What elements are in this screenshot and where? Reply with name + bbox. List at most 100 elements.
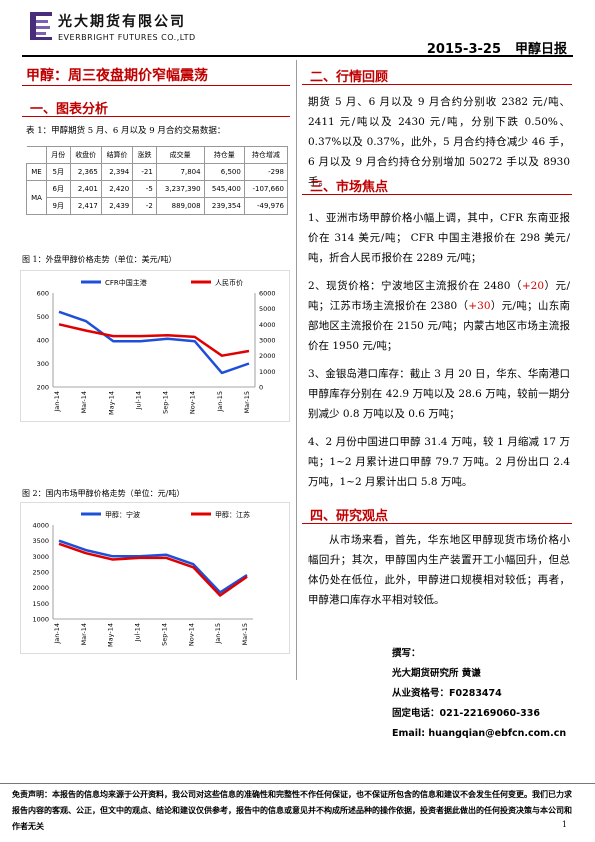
y-tick-label: 2500: [32, 569, 49, 577]
x-tick-label: Jan-14: [53, 623, 61, 645]
section2-rule: [302, 84, 572, 85]
section2-title: 二、行情回顾: [310, 70, 389, 85]
y-tick-label-right: 1000: [259, 368, 276, 376]
chart-domestic-methanol: 甲醇：宁波 甲醇：江苏 1000 1500 2000 2500 3000 3500 4000 Ja…: [20, 502, 290, 654]
table-header: 月份: [45, 146, 71, 164]
y-tick-label-right: 5000: [259, 305, 276, 313]
table-caption: 表 1：甲醇期货 5 月、6 月以及 9 月合约交易数据：: [26, 126, 226, 136]
price-change-up: +20: [521, 280, 545, 292]
disclaimer: 免责声明：本报告的信息均来源于公开资料，我公司对这些信息的准确性和完整性不作任何…: [12, 790, 572, 831]
oi-change-cell: -49,976: [243, 197, 289, 215]
x-tick-label: Mar-15: [243, 391, 251, 413]
y-tick-label-right: 6000: [259, 290, 276, 298]
signature-label: 撰写：: [392, 648, 421, 659]
x-tick-label: Sep-14: [162, 391, 170, 414]
oi-change-cell: -107,660: [243, 180, 289, 198]
footer-rule: [0, 783, 595, 784]
table-header: 涨跌: [132, 146, 157, 164]
x-tick-label: Nov-14: [187, 623, 195, 646]
focus-point-4: 4、2 月份中国进口甲醇 31.4 万吨，较 1 月缩减 17 万吨；1~2 月…: [308, 436, 570, 488]
oi-cell: 545,400: [203, 180, 245, 198]
company-logo: [30, 12, 52, 40]
y-tick-label-right: 4000: [259, 321, 276, 329]
month-cell: 9月: [45, 197, 71, 215]
series-line: [58, 542, 248, 597]
trading-data-table: 月份 收盘价 结算价 涨跌 成交量 持仓量 持仓增减 ME 5月 2,365 2…: [26, 146, 289, 215]
report-date: 2015-3-25: [426, 42, 501, 57]
y-tick-label-right: 0: [259, 384, 263, 392]
chart-external-methanol: CFR中国主港 人民币价20030040050060001000200030004…: [20, 270, 290, 422]
focus-point-2: 2、现货价格：宁波地区主流报价在 2480（+20）元/吨；江苏市场主流报价在 …: [308, 276, 570, 356]
y-tick-label: 600: [37, 290, 49, 298]
x-tick-label: May-14: [107, 391, 115, 415]
signature-phone: 固定电话：021-22169060-336: [392, 708, 540, 719]
y-tick-label: 200: [37, 384, 49, 392]
x-tick-label: Mar-15: [241, 623, 249, 645]
close-cell: 2,365: [69, 163, 102, 181]
focus-point-2-text: 2、现货价格：宁波地区主流报价在 2480（: [308, 280, 522, 292]
research-view-text: 从市场来看，首先，华东地区甲醇现货市场价格小幅回升；其次，甲醇国内生产装置开工小…: [308, 534, 570, 606]
y-tick-label: 500: [37, 313, 49, 321]
exchange-cell: MA: [26, 180, 47, 215]
x-tick-label: Jan-14: [53, 391, 61, 413]
change-cell: -21: [132, 163, 157, 181]
oi-cell: 6,500: [203, 163, 245, 181]
x-tick-label: Jan-15: [214, 623, 222, 645]
close-cell: 2,417: [69, 197, 102, 215]
x-tick-label: Jul-14: [134, 623, 142, 642]
focus-point-2-text: ）元/吨；山东南部地区主流报价在 2150 元/吨；内蒙古地区市场主流报价在 1…: [308, 300, 570, 352]
table-header: 收盘价: [69, 146, 102, 164]
volume-cell: 3,237,390: [155, 180, 205, 198]
legend-label: 甲醇：宁波: [105, 510, 140, 519]
focus-point-2-text: ）元/吨；江苏市场主流报价在 2380（: [308, 280, 570, 312]
month-cell: 6月: [45, 180, 71, 198]
x-tick-label: Sep-14: [160, 623, 168, 646]
table-header: 持仓增减: [243, 146, 289, 164]
column-divider: [296, 60, 297, 680]
legend-label: 人民币价: [215, 279, 243, 287]
oi-change-cell: -298: [243, 163, 289, 181]
y-tick-label: 4000: [32, 522, 49, 530]
section4-rule: [302, 523, 572, 524]
y-tick-label: 3500: [32, 537, 49, 545]
change-cell: -5: [132, 180, 157, 198]
signature-email: Email: huangqian@ebfcn.com.cn: [392, 728, 567, 739]
change-cell: -2: [132, 197, 157, 215]
series-line: [58, 310, 250, 375]
y-tick-label-right: 3000: [259, 337, 276, 345]
fig1-caption: 图 1：外盘甲醇价格走势（单位：美元/吨）: [22, 255, 177, 264]
section3-title: 三、市场焦点: [310, 180, 389, 195]
settle-cell: 2,439: [100, 197, 134, 215]
headline: 甲醇：周三夜盘期价窄幅震荡: [26, 68, 208, 84]
oi-cell: 239,354: [203, 197, 245, 215]
x-tick-label: Jul-14: [134, 391, 142, 410]
series-line: [58, 539, 248, 594]
table-header-row: 月份 收盘价 结算价 涨跌 成交量 持仓量 持仓增减: [26, 146, 289, 164]
table-header: 持仓量: [203, 146, 245, 164]
legend-label: 甲醇：江苏: [215, 510, 250, 519]
fig2-caption: 图 2：国内市场甲醇价格走势（单位：元/吨）: [22, 489, 185, 498]
x-tick-label: Jan-15: [216, 391, 224, 413]
price-change-up: +30: [468, 300, 491, 312]
settle-cell: 2,420: [100, 180, 134, 198]
volume-cell: 7,804: [155, 163, 205, 181]
y-tick-label: 3000: [32, 553, 49, 561]
market-review-text: 期货 5 月、6 月以及 9 月合约分别收 2382 元/吨、2411 元/吨以…: [308, 96, 570, 188]
x-tick-label: May-14: [107, 623, 115, 647]
x-tick-label: Mar-14: [80, 391, 88, 413]
x-tick-label: Nov-14: [189, 391, 197, 414]
y-tick-label: 400: [37, 337, 49, 345]
legend-label: CFR中国主港: [105, 278, 147, 287]
header-rule: [22, 55, 573, 57]
table-header: 成交量: [155, 146, 205, 164]
settle-cell: 2,394: [100, 163, 134, 181]
x-tick-label: Mar-14: [80, 623, 88, 645]
report-header: 2015-3-25 甲醇日报: [413, 38, 567, 57]
exchange-cell: ME: [26, 163, 47, 181]
signature-cert: 从业资格号：F0283474: [392, 688, 502, 699]
section4-title: 四、研究观点: [310, 509, 389, 524]
month-cell: 5月: [45, 163, 71, 181]
table-row: ME 5月 2,365 2,394 -21 7,804 6,500 -298: [26, 163, 289, 181]
focus-point-1: 1、亚洲市场甲醇价格小幅上调，其中，CFR 东南亚报价在 314 美元/吨； C…: [308, 212, 570, 264]
page-number: 1: [561, 820, 567, 829]
